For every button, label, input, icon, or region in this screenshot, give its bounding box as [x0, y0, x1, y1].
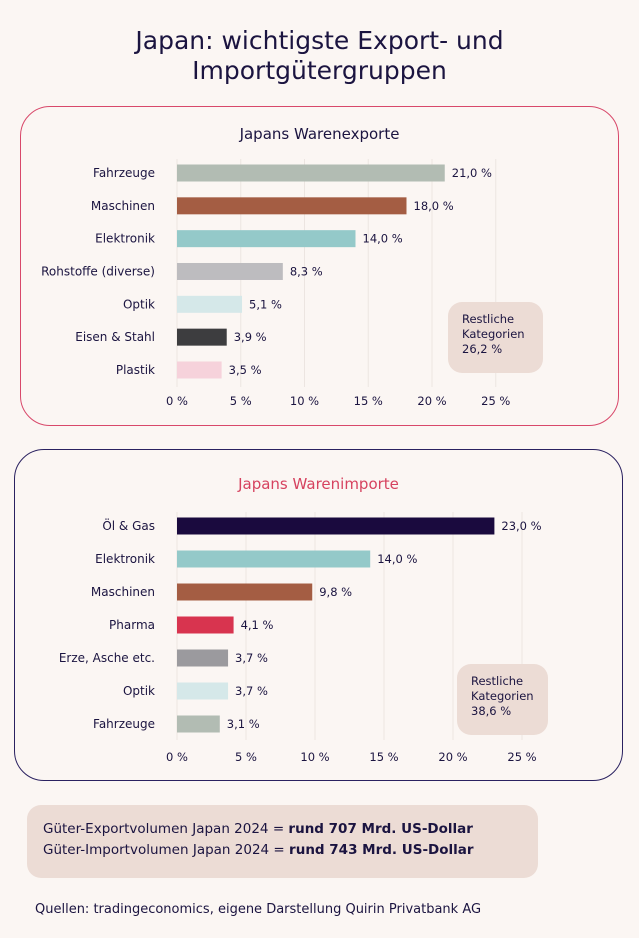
- bar: [177, 197, 407, 215]
- value-label: 3,5 %: [229, 363, 262, 377]
- category-label: Maschinen: [91, 585, 155, 599]
- value-label: 3,7 %: [235, 684, 268, 698]
- value-label: 3,7 %: [235, 651, 268, 665]
- x-tick-label: 15 %: [369, 750, 398, 764]
- import-chart-title: Japans Warenimporte: [238, 475, 399, 493]
- export-chart-title: Japans Warenexporte: [239, 125, 400, 143]
- bar: [177, 230, 356, 248]
- category-label: Fahrzeuge: [93, 717, 155, 731]
- x-tick-label: 10 %: [300, 750, 329, 764]
- export-chart-panel: Japans Warenexporte 0 % 5 % 10 % 15 % 20 % 25…: [20, 106, 619, 426]
- value-label: 23,0 %: [501, 519, 541, 533]
- bar: [177, 361, 222, 379]
- value-label: 5,1 %: [249, 297, 282, 311]
- category-label: Elektronik: [95, 552, 155, 566]
- import-rest-line-2: Kategorien: [471, 689, 534, 703]
- import-volume-value: rund 743 Mrd. US-Dollar: [289, 842, 474, 858]
- value-label: 14,0 %: [363, 232, 403, 246]
- bar: [177, 616, 234, 634]
- value-label: 21,0 %: [452, 166, 492, 180]
- x-tick-label: 5 %: [230, 394, 252, 408]
- import-rest-line-3: 38,6 %: [471, 704, 512, 718]
- bar: [177, 682, 229, 700]
- bar: [177, 715, 220, 733]
- bar: [177, 649, 229, 667]
- bar: [177, 517, 495, 535]
- category-label: Optik: [123, 684, 155, 698]
- trade-volume-summary: Güter-Exportvolumen Japan 2024 = rund 70…: [27, 805, 538, 878]
- bar: [177, 550, 371, 568]
- value-label: 9,8 %: [319, 585, 352, 599]
- category-label: Plastik: [116, 363, 155, 377]
- export-volume-line: Güter-Exportvolumen Japan 2024 = rund 70…: [43, 819, 522, 840]
- category-label: Erze, Asche etc.: [59, 651, 155, 665]
- value-label: 18,0 %: [414, 199, 454, 213]
- bar: [177, 164, 445, 182]
- value-label: 14,0 %: [377, 552, 417, 566]
- page-title-line-2: Importgütergruppen: [192, 56, 447, 85]
- x-tick-label: 20 %: [417, 394, 446, 408]
- x-tick-label: 5 %: [235, 750, 257, 764]
- x-tick-label: 15 %: [354, 394, 383, 408]
- import-rest-line-1: Restliche: [471, 674, 524, 688]
- x-tick-label: 25 %: [507, 750, 536, 764]
- import-rest-categories-note: Restliche Kategorien 38,6 %: [457, 664, 548, 735]
- category-label: Elektronik: [95, 232, 155, 246]
- category-label: Maschinen: [91, 199, 155, 213]
- export-rest-line-1: Restliche: [462, 312, 515, 326]
- category-label: Pharma: [109, 618, 155, 632]
- category-label: Öl & Gas: [102, 517, 155, 533]
- category-label: Eisen & Stahl: [75, 330, 155, 344]
- x-tick-label: 0 %: [166, 750, 188, 764]
- page-title: Japan: wichtigste Export- und Importgüte…: [0, 26, 639, 86]
- bar: [177, 328, 227, 346]
- page-title-line-1: Japan: wichtigste Export- und: [135, 26, 504, 55]
- export-volume-label: Güter-Exportvolumen Japan 2024 =: [43, 821, 289, 837]
- bar: [177, 262, 283, 280]
- x-tick-label: 0 %: [166, 394, 188, 408]
- import-volume-label: Güter-Importvolumen Japan 2024 =: [43, 842, 290, 858]
- export-volume-value: rund 707 Mrd. US-Dollar: [288, 821, 473, 837]
- export-rest-line-2: Kategorien: [462, 327, 525, 341]
- value-label: 8,3 %: [290, 264, 323, 278]
- bar: [177, 583, 313, 601]
- source-note: Quellen: tradingeconomics, eigene Darste…: [35, 902, 482, 917]
- value-label: 3,1 %: [227, 717, 260, 731]
- bar: [177, 295, 243, 313]
- x-tick-label: 20 %: [438, 750, 467, 764]
- category-label: Optik: [123, 297, 155, 311]
- value-label: 3,9 %: [234, 330, 267, 344]
- x-tick-label: 25 %: [481, 394, 510, 408]
- export-rest-line-3: 26,2 %: [462, 342, 503, 356]
- category-label: Rohstoffe (diverse): [41, 264, 155, 278]
- import-bar-chart: 0 % 5 % 10 % 15 % 20 % 25 % Öl & Gas 23,0 % Elek…: [59, 512, 542, 764]
- import-volume-line: Güter-Importvolumen Japan 2024 = rund 74…: [43, 840, 522, 861]
- value-label: 4,1 %: [241, 618, 274, 632]
- category-label: Fahrzeuge: [93, 166, 155, 180]
- export-rest-categories-note: Restliche Kategorien 26,2 %: [448, 302, 543, 373]
- import-chart-panel: Japans Warenimporte 0 % 5 % 10 % 15 % 20 % 25…: [14, 449, 623, 781]
- export-bar-chart: 0 % 5 % 10 % 15 % 20 % 25 % Fahrzeuge 21,0 % Mas…: [41, 159, 510, 408]
- x-tick-label: 10 %: [290, 394, 319, 408]
